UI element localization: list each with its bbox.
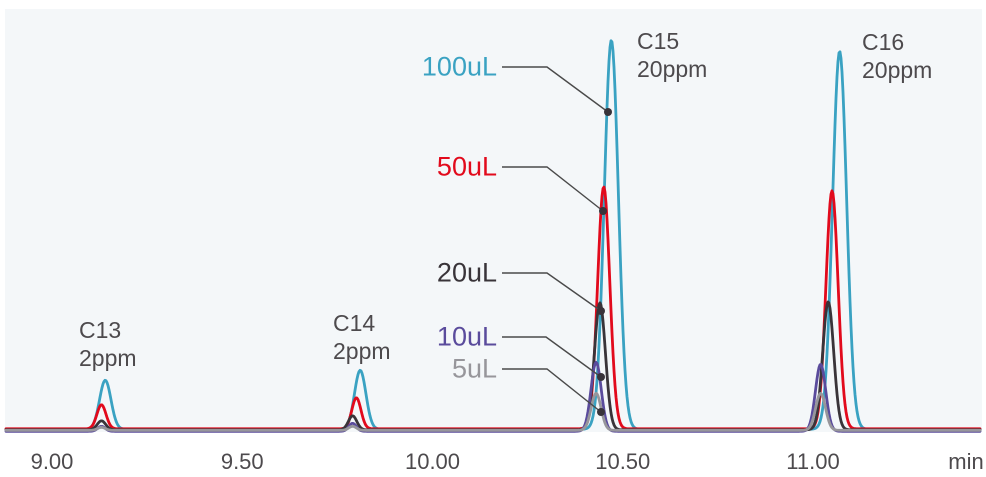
compound-name: C14 [333,310,376,336]
leader-dot-50ul [599,207,607,215]
series-label-50ul: 50uL [436,151,497,182]
leader-line-50ul [502,166,604,212]
compound-label-c16: C16 20ppm [862,28,932,84]
axis-tick-9.00: 9.00 [30,449,74,474]
compound-name: C13 [79,317,122,343]
leader-line-5ul [502,368,602,413]
leader-line-20ul [502,272,602,312]
leader-dot-20ul [597,307,605,315]
axis-unit-label: min [948,449,984,474]
compound-name: C16 [862,29,905,55]
leader-dot-10ul [597,373,605,381]
series-label-20ul: 20uL [436,257,497,288]
compound-label-c14: C14 2ppm [333,309,391,365]
compound-concentration: 20ppm [862,57,933,83]
plot-area [5,9,982,432]
compound-label-c13: C13 2ppm [79,316,137,372]
compound-concentration: 20ppm [637,56,708,82]
series-label-5ul: 5uL [451,353,497,384]
leader-dot-100ul [604,108,612,116]
trace-50ul [4,185,982,431]
axis-tick-9.50: 9.50 [220,449,264,474]
leader-dot-5ul [597,408,605,416]
trace-5ul [4,391,982,432]
leader-line-100ul [502,66,609,113]
leader-line-10ul [502,336,602,378]
axis-tick-11.00: 11.00 [786,449,840,474]
compound-label-c15: C15 20ppm [637,27,707,83]
axis-tick-10.00: 10.00 [404,449,461,474]
compound-name: C15 [637,28,680,54]
series-label-10ul: 10uL [436,321,497,352]
compound-concentration: 2ppm [79,345,137,371]
compound-concentration: 2ppm [333,338,391,364]
series-label-100ul: 100uL [421,51,497,82]
axis-tick-10.50: 10.50 [595,449,651,474]
